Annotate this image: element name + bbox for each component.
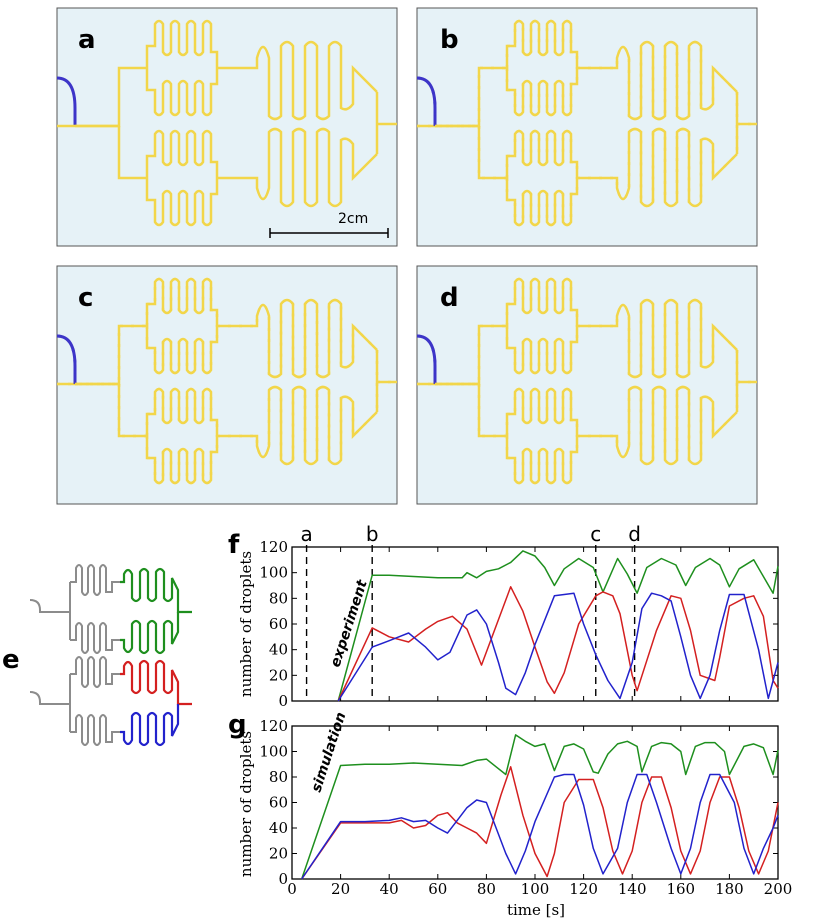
- schematic-panel-e: e: [2, 564, 192, 747]
- f-ytick-label: 20: [269, 666, 288, 684]
- chart-f-ylabel: number of droplets: [237, 551, 255, 697]
- g-plot-frame: [291, 725, 779, 880]
- f-ytick-label: 100: [259, 564, 288, 582]
- chart-g-xlabel: time [s]: [507, 901, 565, 919]
- simulation-label: simulation: [309, 710, 350, 794]
- marker-label-d: d: [628, 522, 641, 546]
- g-xtick-label: 0: [287, 880, 297, 898]
- chart-f: f experiment number of droplets 0 20 40 60 8…: [228, 522, 779, 710]
- chip-panel-c: c: [55, 265, 399, 505]
- marker-label-a: a: [300, 522, 312, 546]
- panel-letter-c: c: [78, 283, 93, 313]
- g-ytick-label: 20: [269, 845, 288, 863]
- g-xtick-label: 160: [666, 880, 695, 898]
- g-xtick-label: 20: [331, 880, 350, 898]
- g-series-green: [300, 734, 779, 880]
- panel-letter-f: f: [228, 530, 240, 560]
- panel-letter-a: a: [78, 25, 96, 55]
- f-ytick-label: 0: [278, 692, 288, 710]
- f-ytick-label: 80: [269, 589, 288, 607]
- g-xtick-label: 140: [618, 880, 647, 898]
- marker-label-c: c: [590, 522, 601, 546]
- g-ytick-label: 80: [269, 768, 288, 786]
- g-ytick-label: 120: [259, 717, 288, 735]
- f-series-blue: [337, 592, 779, 702]
- g-xtick-label: 180: [715, 880, 744, 898]
- g-ytick-label: 40: [269, 819, 288, 837]
- g-series-blue: [301, 773, 779, 880]
- f-ytick-label: 40: [269, 641, 288, 659]
- f-series-green: [337, 550, 779, 702]
- schematic-top: [29, 564, 192, 655]
- marker-label-b: b: [366, 522, 379, 546]
- panel-letter-g: g: [228, 710, 247, 740]
- chart-g: g simulation number of droplets time [s]…: [228, 710, 792, 919]
- chip-panel-d: d: [415, 265, 759, 505]
- schematic-bottom: [29, 656, 192, 747]
- g-xtick-label: 200: [764, 880, 793, 898]
- panel-letter-e: e: [2, 645, 20, 675]
- g-ytick-label: 0: [278, 870, 288, 888]
- g-xtick-label: 40: [380, 880, 399, 898]
- g-xtick-label: 60: [428, 880, 447, 898]
- chip-panel-a: a 2cm: [55, 7, 399, 247]
- g-ytick-label: 60: [269, 794, 288, 812]
- f-ytick-label: 120: [259, 538, 288, 556]
- g-series-red: [301, 766, 779, 880]
- chip-panel-b: b: [415, 7, 759, 247]
- g-ytick-label: 100: [259, 743, 288, 761]
- panel-letter-d: d: [440, 283, 459, 313]
- panel-letter-b: b: [440, 25, 459, 55]
- f-ytick-label: 60: [269, 615, 288, 633]
- f-series-red: [337, 586, 779, 702]
- scale-bar-label: 2cm: [338, 211, 368, 227]
- experiment-label: experiment: [328, 577, 372, 669]
- g-xtick-label: 100: [521, 880, 550, 898]
- f-plot-frame: [291, 546, 779, 702]
- g-xtick-label: 120: [569, 880, 598, 898]
- chart-g-ylabel: number of droplets: [237, 731, 255, 877]
- g-xtick-label: 80: [477, 880, 496, 898]
